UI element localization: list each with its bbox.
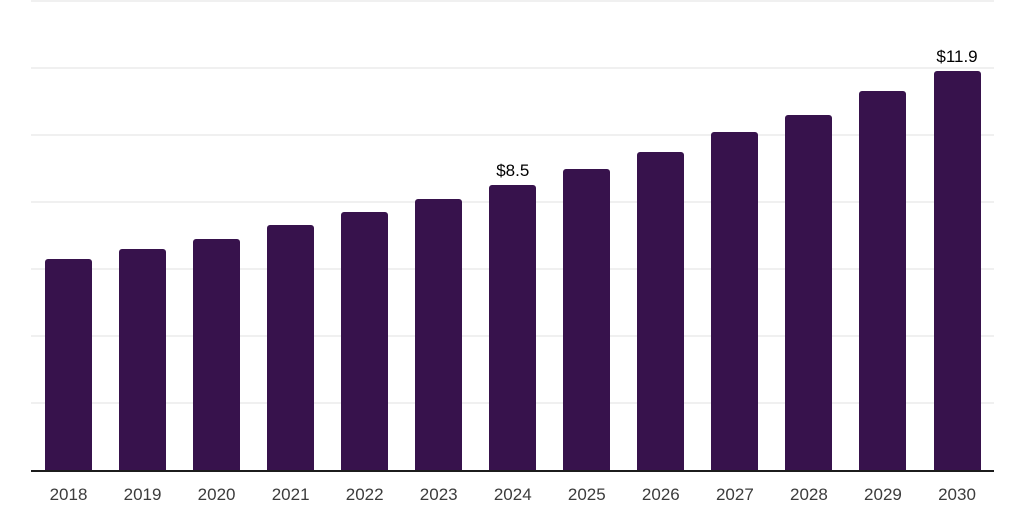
bar-2022 <box>341 212 389 470</box>
bar-2027 <box>711 131 759 470</box>
bar-2024 <box>489 185 537 470</box>
bar-2023 <box>415 198 463 470</box>
x-axis-label-2019: 2019 <box>123 485 162 504</box>
x-axis-label-2023: 2023 <box>419 485 458 504</box>
bar-2025 <box>563 168 611 470</box>
x-axis-line <box>31 470 994 472</box>
bar-2030 <box>933 71 981 470</box>
bar-2019 <box>119 248 167 470</box>
bar-2018 <box>45 258 92 470</box>
gridline <box>31 0 994 2</box>
x-axis-label-2020: 2020 <box>197 485 236 504</box>
gridline <box>31 67 994 69</box>
bar-2021 <box>267 225 315 470</box>
x-axis-label-2018: 2018 <box>49 485 88 504</box>
bar-2028 <box>785 114 833 470</box>
x-axis-label-2029: 2029 <box>864 485 902 504</box>
bar-2020 <box>193 238 241 470</box>
x-axis-label-2024: 2024 <box>493 485 532 504</box>
x-axis-label-2021: 2021 <box>271 485 310 504</box>
value-label-2030: $11.9 <box>936 47 978 67</box>
x-axis-label-2025: 2025 <box>567 485 606 504</box>
x-axis-label-2022: 2022 <box>345 485 384 504</box>
x-axis-label-2026: 2026 <box>641 485 680 504</box>
x-axis-label-2028: 2028 <box>789 485 828 504</box>
x-axis-label-2027: 2027 <box>715 485 754 504</box>
bar-2026 <box>637 151 685 470</box>
x-axis-label-2030: 2030 <box>938 485 976 504</box>
gridline <box>31 134 994 136</box>
bar-2029 <box>859 91 907 470</box>
value-label-2024: $8.5 <box>496 161 530 181</box>
